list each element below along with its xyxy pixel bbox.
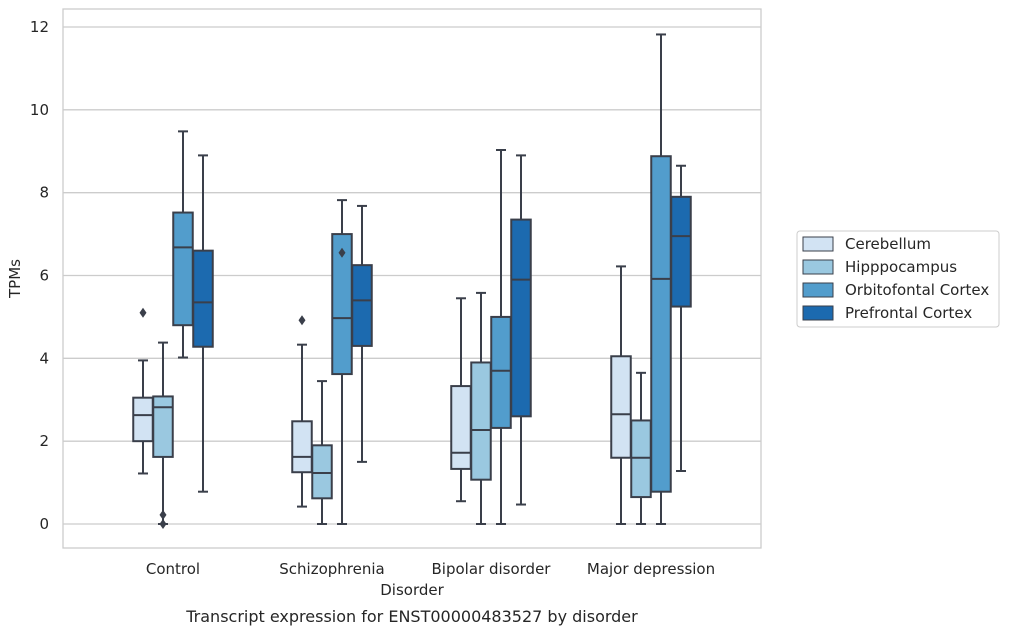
box-body <box>351 264 373 347</box>
box-hipppocampus-0 <box>152 341 174 529</box>
y-tick-label: 0 <box>39 515 49 533</box>
box-orbitofontal-cortex-3 <box>650 33 672 525</box>
legend-swatch <box>802 282 834 298</box>
y-tick-label: 12 <box>30 18 49 36</box>
box-body <box>650 155 672 493</box>
box-cerebellum-0 <box>132 307 154 475</box>
box-body <box>132 396 154 443</box>
box-body <box>192 249 214 348</box>
box-body <box>291 420 313 474</box>
legend-frame <box>796 230 1000 328</box>
box-body <box>630 419 652 499</box>
boxes <box>132 33 692 529</box>
box-prefrontal-cortex-1 <box>351 204 373 463</box>
y-tick-label: 10 <box>30 101 49 119</box>
legend-label: Orbitofontal Cortex <box>845 281 989 299</box>
x-tick-labels: Control Schizophrenia Bipolar disorder Majo… <box>146 560 715 578</box>
outlier-marker <box>338 247 346 258</box>
x-axis-label: Disorder <box>380 581 444 599</box>
box-body <box>510 218 532 418</box>
legend-swatch <box>802 236 834 252</box>
box-prefrontal-cortex-2 <box>510 154 532 506</box>
y-axis-label: TPMs <box>6 259 24 299</box>
x-tick-label: Major depression <box>587 560 715 578</box>
box-cerebellum-2 <box>450 297 472 503</box>
y-tick-labels: 0 2 4 6 8 10 12 <box>30 18 49 533</box>
box-body <box>610 355 632 459</box>
legend-label: Cerebellum <box>845 235 931 253</box>
box-prefrontal-cortex-0 <box>192 154 214 493</box>
box-hipppocampus-3 <box>630 371 652 525</box>
box-body <box>470 361 492 481</box>
plot-frame <box>62 8 762 549</box>
box-body <box>450 385 472 470</box>
legend-swatch <box>802 305 834 321</box>
y-tick-label: 6 <box>39 267 49 285</box>
outlier-marker <box>139 307 147 318</box>
legend: Cerebellum Hipppocampus Orbitofontal Corte… <box>796 230 1000 328</box>
legend-label: Hipppocampus <box>845 258 957 276</box>
box-body <box>670 195 692 308</box>
y-tick-label: 2 <box>39 432 49 450</box>
box-orbitofontal-cortex-0 <box>172 130 194 359</box>
box-orbitofontal-cortex-1 <box>331 199 353 525</box>
outlier-marker <box>159 509 167 520</box>
box-body <box>172 211 194 327</box>
legend-swatch <box>802 259 834 275</box>
box-orbitofontal-cortex-2 <box>490 149 512 525</box>
outlier-marker <box>159 519 167 529</box>
outlier-marker <box>298 315 306 326</box>
x-tick-label: Bipolar disorder <box>432 560 552 578</box>
box-hipppocampus-1 <box>311 380 333 525</box>
chart-title: Transcript expression for ENST0000048352… <box>185 607 638 626</box>
box-body <box>490 315 512 429</box>
y-tick-label: 8 <box>39 184 49 202</box>
box-prefrontal-cortex-3 <box>670 164 692 472</box>
legend-label: Prefrontal Cortex <box>845 304 972 322</box>
x-tick-label: Schizophrenia <box>279 560 384 578</box>
box-cerebellum-3 <box>610 265 632 525</box>
box-cerebellum-1 <box>291 315 313 508</box>
x-tick-label: Control <box>146 560 200 578</box>
box-body <box>311 444 333 500</box>
y-tick-label: 4 <box>39 349 49 367</box>
box-body <box>152 395 174 458</box>
